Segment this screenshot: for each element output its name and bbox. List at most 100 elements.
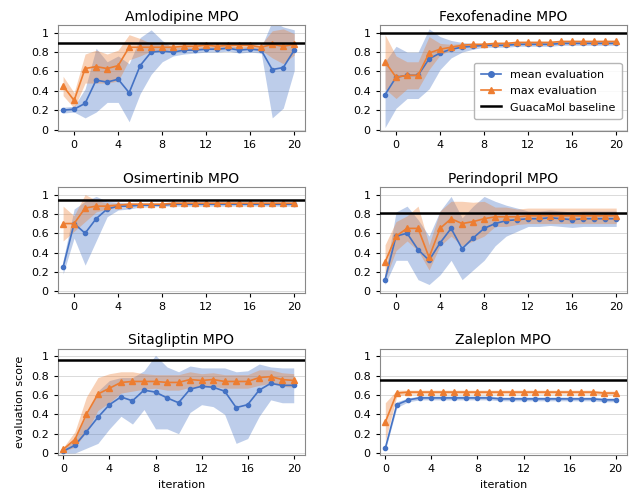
max evaluation (202, 200, 210, 206)
mean evaluation (163, 395, 171, 401)
mean evaluation (268, 66, 276, 72)
mean evaluation (291, 201, 298, 207)
mean evaluation (436, 240, 444, 246)
Line: mean evaluation: mean evaluation (61, 382, 296, 453)
mean evaluation (246, 201, 254, 207)
mean evaluation (81, 100, 89, 106)
mean evaluation (158, 48, 166, 54)
mean evaluation (474, 395, 481, 401)
GuacaMol baseline (403, 30, 411, 36)
mean evaluation (577, 396, 585, 402)
max evaluation (480, 42, 488, 48)
Line: mean evaluation: mean evaluation (61, 46, 296, 112)
mean evaluation (403, 230, 411, 236)
mean evaluation (60, 264, 67, 270)
mean evaluation (535, 42, 543, 48)
max evaluation (436, 226, 444, 232)
mean evaluation (175, 400, 182, 406)
mean evaluation (547, 42, 554, 48)
mean evaluation (462, 395, 470, 401)
max evaluation (92, 203, 100, 209)
mean evaluation (83, 429, 90, 435)
mean evaluation (158, 202, 166, 208)
mean evaluation (381, 445, 389, 451)
max evaluation (492, 214, 499, 220)
GuacaMol baseline (81, 196, 89, 202)
max evaluation (225, 42, 232, 48)
max evaluation (568, 213, 576, 219)
max evaluation (158, 44, 166, 51)
mean evaluation (589, 396, 596, 402)
max evaluation (225, 200, 232, 206)
Line: max evaluation: max evaluation (382, 38, 620, 80)
max evaluation (267, 374, 275, 380)
Title: Osimertinib MPO: Osimertinib MPO (124, 172, 239, 185)
mean evaluation (103, 206, 111, 212)
max evaluation (117, 380, 125, 386)
mean evaluation (547, 214, 554, 220)
mean evaluation (92, 77, 100, 83)
mean evaluation (451, 395, 458, 401)
mean evaluation (439, 395, 447, 401)
mean evaluation (94, 414, 102, 420)
Line: mean evaluation: mean evaluation (383, 396, 618, 450)
max evaluation (246, 42, 254, 48)
mean evaluation (225, 45, 232, 51)
mean evaluation (60, 448, 67, 454)
mean evaluation (447, 46, 455, 52)
mean evaluation (280, 64, 287, 70)
max evaluation (268, 42, 276, 48)
mean evaluation (469, 44, 477, 50)
mean evaluation (428, 395, 435, 401)
max evaluation (392, 74, 400, 80)
GuacaMol baseline (393, 377, 401, 383)
mean evaluation (403, 72, 411, 78)
max evaluation (92, 64, 100, 70)
mean evaluation (180, 47, 188, 53)
max evaluation (513, 214, 521, 220)
GuacaMol baseline (381, 377, 389, 383)
mean evaluation (393, 402, 401, 407)
max evaluation (392, 233, 400, 239)
mean evaluation (524, 42, 532, 48)
max evaluation (125, 44, 133, 51)
mean evaluation (125, 90, 133, 96)
mean evaluation (70, 220, 78, 226)
mean evaluation (612, 40, 620, 46)
mean evaluation (557, 40, 565, 46)
mean evaluation (602, 40, 609, 46)
Line: max evaluation: max evaluation (60, 41, 298, 104)
mean evaluation (290, 382, 298, 388)
max evaluation (115, 62, 122, 68)
mean evaluation (381, 276, 389, 282)
max evaluation (568, 38, 576, 44)
mean evaluation (469, 235, 477, 241)
max evaluation (531, 389, 539, 395)
mean evaluation (117, 394, 125, 400)
Line: mean evaluation: mean evaluation (61, 202, 296, 269)
max evaluation (115, 202, 122, 208)
mean evaluation (152, 389, 159, 395)
mean evaluation (125, 203, 133, 209)
mean evaluation (590, 40, 598, 46)
max evaluation (557, 38, 565, 44)
mean evaluation (568, 216, 576, 222)
max evaluation (480, 216, 488, 222)
mean evaluation (508, 396, 516, 402)
mean evaluation (480, 42, 488, 48)
max evaluation (547, 40, 554, 46)
GuacaMol baseline (70, 40, 78, 46)
max evaluation (163, 380, 171, 386)
mean evaluation (436, 50, 444, 56)
Line: max evaluation: max evaluation (60, 200, 298, 226)
mean evaluation (568, 40, 576, 46)
max evaluation (451, 389, 458, 395)
mean evaluation (414, 246, 422, 252)
mean evaluation (115, 203, 122, 209)
mean evaluation (60, 107, 67, 113)
GuacaMol baseline (70, 196, 78, 202)
GuacaMol baseline (392, 30, 400, 36)
max evaluation (579, 213, 587, 219)
max evaluation (70, 220, 78, 226)
mean evaluation (81, 230, 89, 236)
